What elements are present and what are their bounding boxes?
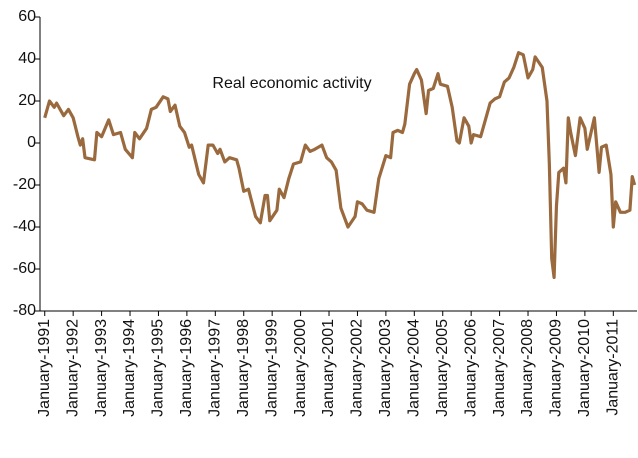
x-tick-label: January-1995 <box>150 319 167 417</box>
annotation: Real economic activity <box>212 75 371 92</box>
y-tick-label: 20 <box>18 92 36 109</box>
y-tick-label: 40 <box>18 50 36 67</box>
y-tick-label: 0 <box>27 134 36 151</box>
y-tick-label: -80 <box>13 302 36 319</box>
y-tick-label: -20 <box>13 176 36 193</box>
x-tick-label: January-2002 <box>349 319 366 417</box>
y-tick-label: -40 <box>13 218 36 235</box>
x-tick-label: January-1996 <box>178 319 195 417</box>
x-tick-label: January-2005 <box>434 319 451 417</box>
x-tick-label: January-2001 <box>320 319 337 417</box>
x-tick-label: January-1992 <box>64 319 81 417</box>
x-tick-label: January-2007 <box>491 319 508 417</box>
y-tick-label: -60 <box>13 260 36 277</box>
y-tick-label: 60 <box>18 8 36 25</box>
x-tick-label: January-2003 <box>377 319 394 417</box>
x-tick-label: January-1994 <box>121 319 138 417</box>
x-tick-label: January-1993 <box>93 319 110 417</box>
data-line <box>43 51 637 279</box>
x-tick-label: January-2009 <box>548 319 565 417</box>
x-tick-label: January-1998 <box>235 319 252 417</box>
x-tick-label: January-1991 <box>36 319 53 417</box>
x-tick-label: January-1997 <box>207 319 224 417</box>
x-tick-label: January-1999 <box>263 319 280 417</box>
x-tick-label: January-2000 <box>292 319 309 417</box>
x-tick-label: January-2011 <box>605 319 622 416</box>
x-tick-label: January-2010 <box>576 319 593 417</box>
x-tick-label: January-2008 <box>519 319 536 417</box>
x-tick-label: January-2004 <box>406 319 423 417</box>
x-tick-label: January-2006 <box>462 319 479 417</box>
